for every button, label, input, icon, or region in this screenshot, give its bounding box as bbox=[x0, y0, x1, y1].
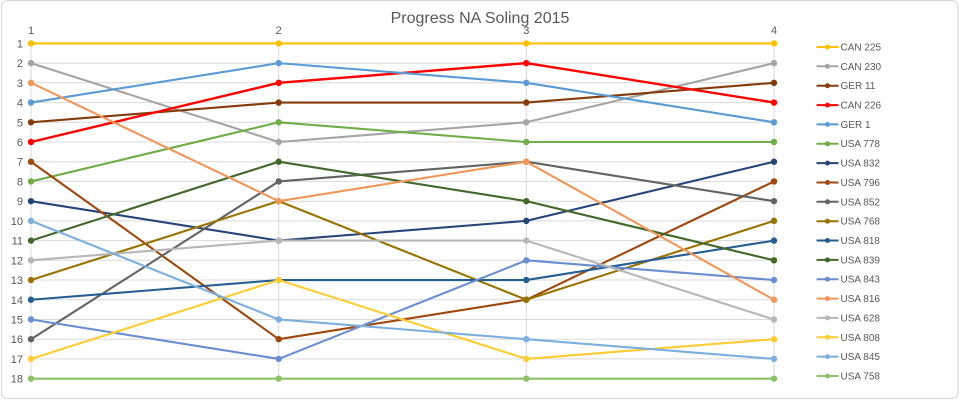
svg-text:USA 843: USA 843 bbox=[841, 275, 881, 286]
svg-text:USA 818: USA 818 bbox=[841, 236, 881, 247]
svg-text:CAN 226: CAN 226 bbox=[841, 101, 882, 112]
svg-text:3: 3 bbox=[523, 25, 529, 37]
svg-text:USA 628: USA 628 bbox=[841, 313, 881, 324]
svg-text:USA 816: USA 816 bbox=[841, 294, 881, 305]
svg-text:4: 4 bbox=[771, 25, 777, 37]
svg-text:1: 1 bbox=[17, 38, 23, 50]
svg-text:18: 18 bbox=[11, 374, 23, 386]
svg-text:10: 10 bbox=[11, 216, 23, 228]
svg-text:12: 12 bbox=[11, 255, 23, 267]
svg-text:4: 4 bbox=[17, 98, 23, 110]
svg-text:5: 5 bbox=[17, 117, 23, 129]
svg-text:USA 845: USA 845 bbox=[841, 352, 881, 363]
svg-text:CAN 225: CAN 225 bbox=[841, 43, 882, 54]
svg-text:2: 2 bbox=[276, 25, 282, 37]
svg-text:1: 1 bbox=[28, 25, 34, 37]
svg-text:Progress NA Soling 2015: Progress NA Soling 2015 bbox=[391, 10, 570, 27]
svg-text:11: 11 bbox=[12, 236, 23, 248]
svg-text:USA 796: USA 796 bbox=[841, 178, 881, 189]
svg-text:17: 17 bbox=[11, 354, 23, 366]
svg-text:USA 808: USA 808 bbox=[841, 333, 881, 344]
svg-text:7: 7 bbox=[17, 157, 23, 169]
svg-text:8: 8 bbox=[17, 176, 23, 188]
svg-text:USA 852: USA 852 bbox=[841, 197, 881, 208]
svg-text:USA 758: USA 758 bbox=[841, 372, 881, 383]
svg-text:CAN 230: CAN 230 bbox=[841, 62, 882, 73]
svg-text:16: 16 bbox=[11, 334, 23, 346]
svg-text:15: 15 bbox=[11, 315, 23, 327]
svg-text:14: 14 bbox=[11, 295, 23, 307]
svg-text:2: 2 bbox=[17, 58, 23, 70]
svg-text:6: 6 bbox=[17, 137, 23, 149]
svg-text:13: 13 bbox=[11, 275, 23, 287]
svg-text:USA 778: USA 778 bbox=[841, 139, 881, 150]
svg-text:USA 839: USA 839 bbox=[841, 255, 881, 266]
svg-text:USA 832: USA 832 bbox=[841, 159, 881, 170]
svg-text:3: 3 bbox=[17, 78, 23, 90]
svg-text:GER 1: GER 1 bbox=[841, 120, 871, 131]
svg-text:USA 768: USA 768 bbox=[841, 217, 881, 228]
svg-text:GER 11: GER 11 bbox=[841, 81, 876, 92]
svg-text:9: 9 bbox=[17, 196, 23, 208]
